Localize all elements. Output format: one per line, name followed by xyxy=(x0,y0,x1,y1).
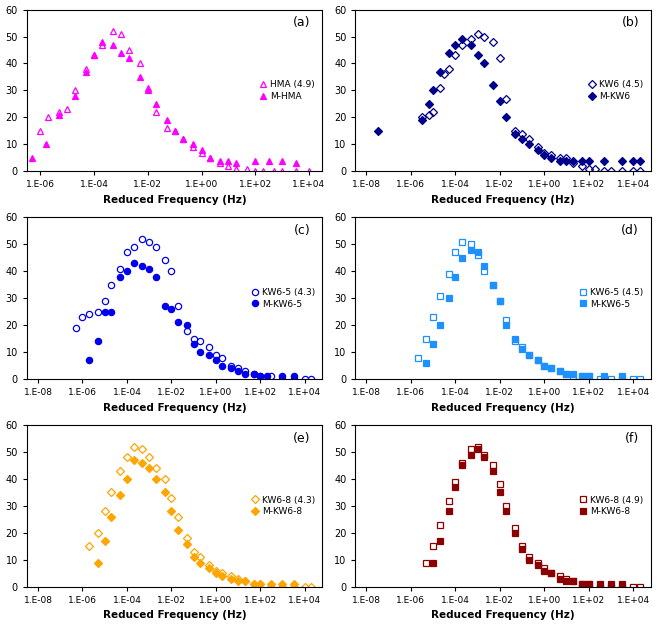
Text: (d): (d) xyxy=(621,223,639,237)
X-axis label: Reduced Frequency (Hz): Reduced Frequency (Hz) xyxy=(103,195,246,205)
Text: (c): (c) xyxy=(294,223,310,237)
X-axis label: Reduced Frequency (Hz): Reduced Frequency (Hz) xyxy=(431,195,575,205)
Text: (a): (a) xyxy=(293,16,310,29)
Text: (e): (e) xyxy=(293,431,310,444)
X-axis label: Reduced Frequency (Hz): Reduced Frequency (Hz) xyxy=(103,403,246,413)
Legend: KW6-5 (4.3), M-KW6-5: KW6-5 (4.3), M-KW6-5 xyxy=(248,285,318,311)
X-axis label: Reduced Frequency (Hz): Reduced Frequency (Hz) xyxy=(431,610,575,620)
Text: (f): (f) xyxy=(625,431,639,444)
Text: (b): (b) xyxy=(621,16,639,29)
Legend: KW6-8 (4.3), M-KW6-8: KW6-8 (4.3), M-KW6-8 xyxy=(248,493,318,519)
Legend: KW6-5 (4.5), M-KW6-5: KW6-5 (4.5), M-KW6-5 xyxy=(577,285,646,311)
Legend: KW6-8 (4.9), M-KW6-8: KW6-8 (4.9), M-KW6-8 xyxy=(577,493,646,519)
X-axis label: Reduced Frequency (Hz): Reduced Frequency (Hz) xyxy=(103,610,246,620)
X-axis label: Reduced Frequency (Hz): Reduced Frequency (Hz) xyxy=(431,403,575,413)
Legend: KW6 (4.5), M-KW6: KW6 (4.5), M-KW6 xyxy=(586,78,646,103)
Legend: HMA (4.9), M-HMA: HMA (4.9), M-HMA xyxy=(257,78,318,103)
